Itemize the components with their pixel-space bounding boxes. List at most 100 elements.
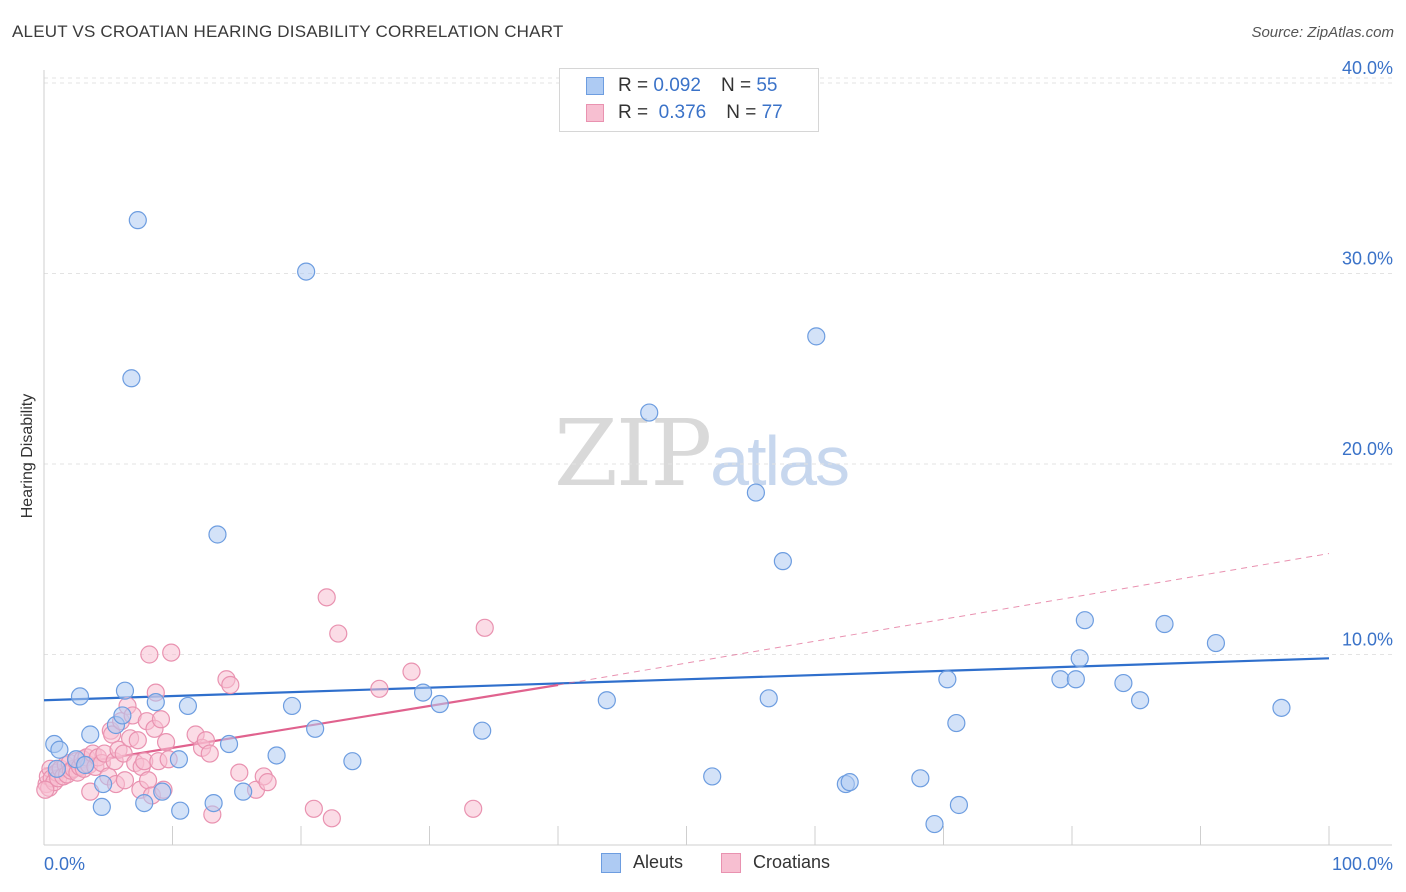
croatian-point xyxy=(221,675,240,695)
croatian-point xyxy=(402,662,421,681)
watermark-zip: ZIP xyxy=(554,400,712,507)
croatian-point xyxy=(140,645,159,664)
aleuts-swatch xyxy=(586,77,604,95)
croatian-point xyxy=(317,588,336,607)
trend-lines xyxy=(43,553,1330,770)
grid-lines xyxy=(44,77,1392,655)
croatian-point xyxy=(156,733,176,752)
legend-item-aleuts[interactable]: Aleuts xyxy=(601,852,683,873)
aleut-point xyxy=(306,719,325,738)
croatian-point xyxy=(36,780,55,799)
stats-legend: R = 0.092 N = 55 R = 0.376 N = 77 xyxy=(559,68,819,132)
aleut-point xyxy=(282,696,302,716)
aleut-point xyxy=(267,746,286,765)
chart-title: ALEUT VS CROATIAN HEARING DISABILITY COR… xyxy=(12,22,564,41)
r-label: R = xyxy=(618,102,649,123)
croatian-point xyxy=(151,710,171,729)
aleut-point xyxy=(178,696,198,716)
aleut-point xyxy=(1206,633,1226,653)
stats-row-croatians: R = 0.376 N = 77 xyxy=(586,101,783,125)
croatian-point xyxy=(162,643,181,662)
watermark-atlas: atlas xyxy=(710,422,850,500)
aleut-point xyxy=(76,755,95,775)
x-tick-label-start: 0.0% xyxy=(44,854,85,874)
source-credit: Source: ZipAtlas.com xyxy=(1251,24,1394,41)
legend-label-aleuts: Aleuts xyxy=(633,852,684,872)
aleut-point xyxy=(1070,649,1089,668)
croatian-point xyxy=(138,771,158,790)
aleut-point xyxy=(343,752,362,771)
r-label: R = xyxy=(618,75,649,96)
aleut-point xyxy=(153,782,172,801)
axes xyxy=(43,70,1392,846)
aleut-point xyxy=(169,750,189,769)
croatian-point xyxy=(329,624,348,643)
aleut-point xyxy=(50,740,69,759)
aleut-point xyxy=(1155,614,1174,634)
aleut-point xyxy=(128,211,147,230)
croatian-point xyxy=(258,773,277,792)
aleut-point xyxy=(1114,673,1133,693)
aleut-point xyxy=(135,793,154,813)
croatian-point xyxy=(475,618,494,637)
aleut-point xyxy=(773,552,792,571)
aleut-point xyxy=(92,797,111,817)
aleut-point xyxy=(947,713,966,733)
croatian-point xyxy=(370,679,389,698)
aleut-point xyxy=(430,694,449,714)
r-value: 0.376 xyxy=(658,102,707,123)
y-tick-label: 20.0% xyxy=(1342,439,1393,459)
croatian-point xyxy=(230,763,249,782)
croatians-swatch xyxy=(586,104,604,122)
croatians-legend-swatch xyxy=(721,852,741,873)
aleut-point xyxy=(640,403,659,422)
croatian-point xyxy=(115,771,135,790)
aleut-point xyxy=(297,262,316,281)
y-tick-label: 40.0% xyxy=(1342,58,1393,78)
aleut-point xyxy=(938,670,957,689)
y-tick-label: 10.0% xyxy=(1342,630,1393,650)
aleut-point xyxy=(47,759,66,778)
aleut-point xyxy=(122,369,141,388)
aleut-point xyxy=(1051,670,1070,689)
aleut-point xyxy=(94,774,113,794)
aleut-point xyxy=(1075,611,1094,630)
aleut-point xyxy=(949,795,969,815)
aleut-point xyxy=(746,483,765,502)
n-label: N = xyxy=(726,102,757,123)
aleut-point xyxy=(1272,698,1291,717)
aleut-point xyxy=(807,327,826,346)
legend-item-croatians[interactable]: Croatians xyxy=(721,852,830,873)
aleut-point xyxy=(81,725,100,744)
n-value: 77 xyxy=(761,102,783,123)
r-value: 0.092 xyxy=(653,75,701,96)
aleut-point xyxy=(113,706,132,725)
y-tick-label: 30.0% xyxy=(1342,249,1393,269)
aleut-point xyxy=(1131,691,1150,710)
aleut-point xyxy=(146,693,165,712)
aleut-point xyxy=(597,691,616,710)
n-value: 55 xyxy=(756,75,778,96)
watermark: ZIPatlas xyxy=(554,400,850,507)
aleut-point xyxy=(115,681,135,700)
x-tick-label-end: 100.0% xyxy=(1332,854,1393,874)
aleut-point xyxy=(925,814,944,834)
croatian-point xyxy=(322,809,341,828)
n-label: N = xyxy=(720,75,752,96)
aleut-trend-line xyxy=(43,657,1330,702)
croatian-point xyxy=(128,731,147,750)
tick-labels: 10.0% 20.0% 30.0% 40.0% 0.0% 100.0% xyxy=(44,58,1393,874)
stats-row-aleuts: R = 0.092 N = 55 xyxy=(586,74,777,98)
croatian-point xyxy=(304,799,323,818)
aleut-point xyxy=(1066,670,1085,689)
aleut-point xyxy=(219,734,239,754)
aleut-point xyxy=(840,773,859,792)
aleut-point xyxy=(70,687,90,706)
aleut-point xyxy=(208,525,227,544)
legend-label-croatians: Croatians xyxy=(753,852,831,872)
aleut-point xyxy=(171,801,190,820)
aleut-point xyxy=(473,721,492,740)
aleut-point xyxy=(204,793,223,813)
aleut-point xyxy=(413,683,433,702)
